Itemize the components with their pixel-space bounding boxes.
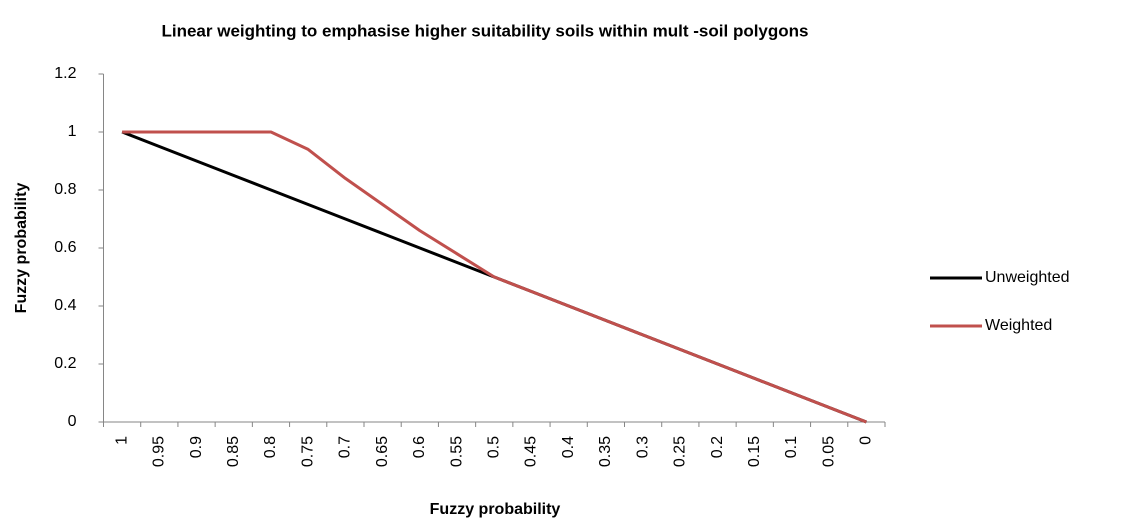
legend-label: Weighted [985,317,1052,334]
x-tick-label: 0.2 [709,436,726,458]
x-tick-label: 0.65 [374,436,391,467]
y-tick-label: 0.2 [54,355,76,372]
x-tick-label: 0.05 [820,436,837,467]
x-axis-title: Fuzzy probability [430,501,561,518]
y-tick-label: 1 [68,123,77,140]
y-tick-label: 0.4 [54,297,76,314]
x-tick-label: 0.6 [411,436,428,458]
y-tick-label: 0 [68,413,77,430]
x-tick-label: 0.55 [448,436,465,467]
x-tick-label: 0.35 [597,436,614,467]
x-tick-label: 0.95 [151,436,168,467]
y-tick-label: 0.8 [54,181,76,198]
x-tick-label: 0 [858,436,875,445]
x-tick-label: 0.9 [188,436,205,458]
x-tick-label: 0.7 [337,436,354,458]
x-tick-label: 0.45 [523,436,540,467]
x-tick-label: 0.3 [634,436,651,458]
x-tick-label: 0.25 [672,436,689,467]
y-axis-title: Fuzzy probability [13,183,30,314]
x-tick-label: 0.15 [746,436,763,467]
x-tick-label: 0.5 [485,436,502,458]
x-tick-label: 0.8 [262,436,279,458]
series-line [122,130,867,424]
y-tick-label: 0.6 [54,239,76,256]
x-tick-label: 0.1 [783,436,800,458]
y-tick-label: 1.2 [54,65,76,82]
chart-title: Linear weighting to emphasise higher sui… [161,21,808,40]
x-tick-label: 0.75 [299,436,316,467]
x-tick-label: 0.85 [225,436,242,467]
x-tick-label: 0.4 [560,436,577,458]
x-tick-label: 1 [113,436,130,445]
legend-label: Unweighted [985,269,1070,286]
